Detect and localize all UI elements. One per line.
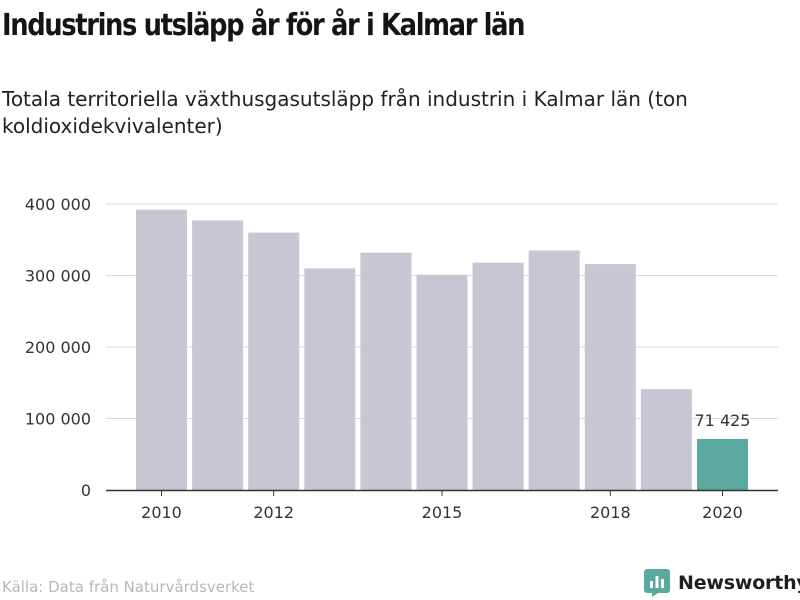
y-tick-label: 0	[81, 481, 91, 500]
chart-subtitle: Totala territoriella växthusgasutsläpp f…	[2, 87, 688, 138]
bar-2019	[640, 389, 692, 490]
newsworthy-logo-icon	[644, 569, 670, 597]
x-tick-label: 2018	[590, 503, 631, 522]
bar-2012	[248, 232, 300, 490]
bar-2011	[192, 220, 244, 490]
bar-2017	[528, 250, 580, 490]
x-tick-label: 2020	[702, 503, 743, 522]
y-tick-label: 100 000	[25, 410, 91, 429]
bar-2010	[136, 209, 187, 490]
source-note: Källa: Data från Naturvårdsverket	[2, 578, 255, 596]
x-tick-label: 2015	[422, 503, 463, 522]
chart-title: Industrins utsläpp år för år i Kalmar lä…	[2, 8, 526, 43]
bar-2013	[304, 268, 356, 490]
bar-2020	[697, 438, 748, 490]
newsworthy-logo: Newsworthy	[644, 568, 800, 598]
data-label-2020: 71 425	[695, 411, 751, 430]
y-tick-label: 300 000	[25, 267, 91, 286]
bar-2015	[416, 274, 468, 490]
y-tick-label: 200 000	[25, 338, 91, 357]
bar-2014	[360, 252, 412, 490]
bar-2016	[472, 262, 524, 490]
x-tick-label: 2012	[253, 503, 294, 522]
brand-name: Newsworthy	[678, 572, 800, 594]
x-tick-label: 2010	[141, 503, 182, 522]
y-tick-label: 400 000	[25, 195, 91, 214]
bar-2018	[584, 264, 636, 490]
